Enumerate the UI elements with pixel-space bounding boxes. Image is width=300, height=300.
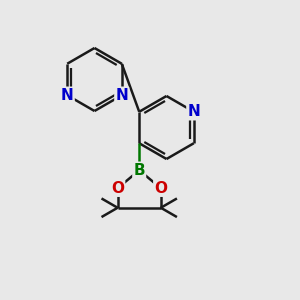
- Text: O: O: [154, 181, 167, 196]
- Text: B: B: [134, 163, 145, 178]
- Text: O: O: [111, 181, 124, 196]
- Text: N: N: [188, 104, 200, 119]
- Text: N: N: [61, 88, 74, 103]
- Text: N: N: [116, 88, 128, 103]
